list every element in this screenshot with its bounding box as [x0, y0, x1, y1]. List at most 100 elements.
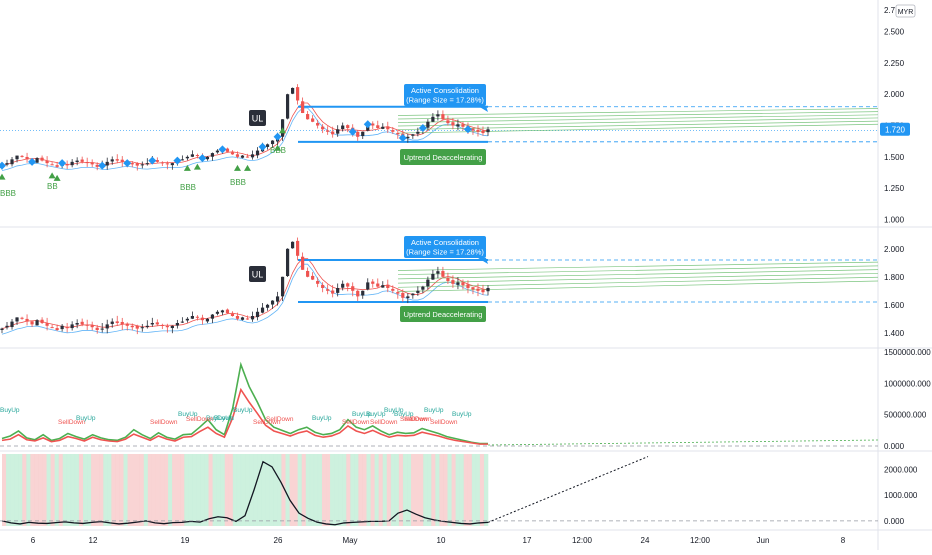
candle[interactable] — [180, 159, 184, 161]
candle[interactable] — [105, 161, 109, 166]
candle[interactable] — [200, 317, 205, 321]
candle[interactable] — [125, 323, 129, 326]
candle[interactable] — [185, 156, 189, 159]
candle[interactable] — [210, 314, 215, 319]
candle[interactable] — [235, 154, 240, 157]
candle[interactable] — [20, 155, 24, 157]
candle[interactable] — [240, 155, 245, 158]
candle[interactable] — [421, 286, 425, 290]
trend-fan-line[interactable] — [397, 111, 879, 120]
candle[interactable] — [155, 160, 159, 162]
candle[interactable] — [120, 321, 124, 325]
candle[interactable] — [15, 155, 19, 160]
candle[interactable] — [170, 163, 174, 166]
candle[interactable] — [351, 286, 355, 291]
buy-triangle[interactable] — [53, 174, 61, 181]
candle[interactable] — [245, 156, 250, 158]
candle[interactable] — [95, 327, 99, 330]
candle[interactable] — [70, 324, 74, 329]
candle[interactable] — [361, 290, 365, 296]
candle[interactable] — [451, 122, 455, 126]
candle[interactable] — [301, 256, 305, 270]
candle[interactable] — [381, 285, 385, 288]
candle[interactable] — [441, 114, 445, 120]
candle[interactable] — [225, 309, 230, 314]
candle[interactable] — [220, 310, 225, 313]
signal-diamond[interactable] — [148, 156, 157, 165]
candle[interactable] — [391, 130, 395, 132]
candle[interactable] — [5, 163, 9, 165]
candle[interactable] — [45, 160, 49, 164]
candle[interactable] — [316, 122, 320, 126]
candle[interactable] — [336, 129, 340, 134]
candle[interactable] — [336, 288, 340, 293]
signal-diamond[interactable] — [218, 145, 227, 154]
candle[interactable] — [306, 114, 310, 120]
candle[interactable] — [321, 284, 325, 288]
candle[interactable] — [230, 152, 235, 155]
signal-diamond[interactable] — [363, 120, 372, 129]
ul-label-2[interactable]: UL — [249, 266, 266, 282]
candle[interactable] — [230, 313, 235, 316]
signal-diamond[interactable] — [58, 159, 67, 168]
candle[interactable] — [341, 283, 345, 288]
trend-fan-line[interactable] — [397, 108, 879, 116]
series-line-buyup[interactable] — [1, 361, 488, 445]
buy-triangle[interactable] — [183, 164, 191, 171]
candle[interactable] — [386, 284, 390, 288]
candle[interactable] — [331, 290, 335, 294]
candle[interactable] — [0, 328, 4, 330]
candle[interactable] — [210, 153, 215, 157]
candle[interactable] — [185, 318, 189, 321]
signal-diamond[interactable] — [273, 132, 282, 141]
candle[interactable] — [356, 290, 360, 297]
candle[interactable] — [160, 325, 164, 327]
candle[interactable] — [45, 323, 49, 326]
candle[interactable] — [331, 131, 335, 135]
signal-diamond[interactable] — [348, 127, 357, 136]
trend-label-2[interactable]: Uptrend Deaccelerating — [400, 306, 486, 322]
candle[interactable] — [481, 130, 485, 134]
candle[interactable] — [391, 288, 395, 291]
candle[interactable] — [316, 280, 320, 284]
candle[interactable] — [80, 159, 84, 162]
trend-fan-line[interactable] — [397, 261, 879, 271]
candle[interactable] — [115, 321, 119, 323]
active-consolidation-label-2[interactable]: Active Consolidation (Range Size = 17.28… — [404, 236, 488, 264]
signal-diamond[interactable] — [123, 159, 132, 168]
trend-label-1[interactable]: Uptrend Deaccelerating — [400, 149, 486, 165]
candle[interactable] — [130, 325, 134, 328]
candle[interactable] — [85, 162, 89, 164]
oscillator-line[interactable] — [1, 460, 489, 526]
trend-fan-line[interactable] — [397, 117, 879, 127]
candle[interactable] — [326, 130, 330, 132]
signal-diamond[interactable] — [463, 125, 472, 134]
candle[interactable] — [406, 136, 410, 139]
candle[interactable] — [346, 125, 350, 129]
candle[interactable] — [371, 281, 375, 284]
signal-diamond[interactable] — [198, 154, 207, 163]
candle[interactable] — [90, 325, 94, 328]
candle[interactable] — [105, 324, 109, 329]
candle[interactable] — [456, 124, 460, 127]
candle[interactable] — [40, 319, 44, 323]
candle[interactable] — [341, 125, 345, 130]
candle[interactable] — [25, 156, 29, 160]
candle[interactable] — [280, 276, 285, 297]
candle[interactable] — [235, 315, 240, 319]
signal-diamond[interactable] — [28, 157, 37, 166]
candle[interactable] — [35, 158, 39, 163]
candle[interactable] — [471, 128, 475, 131]
buy-triangle[interactable] — [0, 173, 6, 180]
candle[interactable] — [180, 321, 184, 323]
ul-label-1[interactable]: UL — [249, 110, 266, 126]
candle[interactable] — [451, 280, 455, 284]
signal-diamond[interactable] — [98, 161, 107, 170]
candle[interactable] — [371, 123, 375, 126]
candle[interactable] — [416, 131, 420, 134]
candle[interactable] — [296, 87, 300, 101]
candle[interactable] — [396, 132, 400, 135]
candle[interactable] — [411, 134, 415, 136]
candle[interactable] — [5, 325, 9, 328]
candle[interactable] — [346, 283, 350, 287]
